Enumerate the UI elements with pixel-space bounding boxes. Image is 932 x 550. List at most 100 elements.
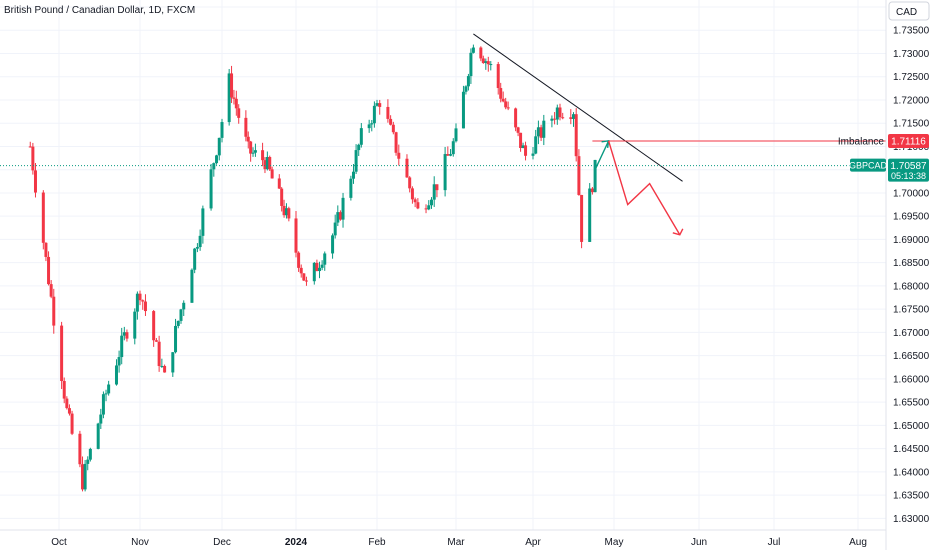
candle-body <box>501 98 505 102</box>
candle-body <box>171 352 175 373</box>
candle-body <box>354 150 358 172</box>
candle-body <box>263 160 267 170</box>
symbol-tag <box>850 158 886 172</box>
imbalance-price-value: 1.71116 <box>891 137 926 148</box>
x-tick-label: Mar <box>447 537 465 548</box>
candle-body <box>590 188 594 193</box>
candle-body <box>580 194 584 242</box>
candle-body <box>504 101 508 108</box>
candle-body <box>432 184 436 200</box>
candle-body <box>516 127 520 133</box>
candle-body <box>378 103 382 107</box>
x-tick-label: 2024 <box>285 537 308 548</box>
candle-body <box>230 73 234 98</box>
candle-body <box>141 300 145 302</box>
candle-body <box>471 47 475 53</box>
candle-body <box>234 98 238 109</box>
candle-body <box>506 107 510 109</box>
candle-body <box>561 117 565 119</box>
candle-body <box>370 123 374 125</box>
candle-body <box>349 178 353 198</box>
candle-body <box>416 202 420 209</box>
candle-body <box>253 150 257 153</box>
candle-body <box>413 199 417 203</box>
candle-body <box>287 208 291 219</box>
y-tick-label: 1.72500 <box>893 72 930 83</box>
candle-body <box>521 145 525 149</box>
candle-body <box>133 311 137 339</box>
grid <box>0 0 886 530</box>
candle-body <box>443 154 447 191</box>
candle-body <box>104 393 108 395</box>
x-tick-label: Jul <box>768 537 781 548</box>
y-tick-label: 1.66500 <box>893 351 930 362</box>
y-tick-label: 1.63000 <box>893 514 930 525</box>
candle-body <box>446 154 450 156</box>
candle-body <box>539 127 543 138</box>
y-tick-label: 1.67000 <box>893 328 930 339</box>
candle-body <box>451 141 455 155</box>
candle-body <box>201 208 205 236</box>
bar-countdown: 05:13:38 <box>891 171 926 181</box>
candle-body <box>318 267 322 272</box>
candle-body <box>120 335 124 358</box>
candle-body <box>70 413 74 434</box>
candle-body <box>176 320 180 326</box>
candle-body <box>125 332 129 339</box>
y-tick-label: 1.70000 <box>893 188 930 199</box>
candle-body <box>427 205 431 210</box>
candle-body <box>174 325 178 353</box>
candle-body <box>49 284 53 297</box>
candle-body <box>394 132 398 153</box>
candle-body <box>190 269 194 303</box>
candle-body <box>182 302 186 310</box>
candle-body <box>114 365 118 385</box>
y-tick-label: 1.72000 <box>893 95 930 106</box>
y-tick-label: 1.65500 <box>893 398 930 409</box>
candle-body <box>312 262 316 282</box>
candle-body <box>179 309 183 321</box>
candle-body <box>99 414 103 424</box>
candle-body <box>338 212 342 220</box>
candle-body <box>389 118 393 125</box>
candle-body <box>33 170 37 193</box>
candle-body <box>542 120 546 138</box>
candle-body <box>143 301 147 312</box>
y-tick-label: 1.73500 <box>893 26 930 37</box>
candle-body <box>62 380 66 399</box>
imbalance-label: Imbalance <box>838 137 885 148</box>
candle-body <box>351 171 355 179</box>
candle-body <box>514 108 518 128</box>
time-axis[interactable]: Oct Nov Dec 2024 Feb Mar Apr May Jun Jul Aug <box>51 537 867 548</box>
candle-body <box>284 208 288 216</box>
candle-body <box>246 136 250 142</box>
candle-body <box>534 136 538 154</box>
candles <box>28 44 597 492</box>
candle-body <box>86 459 90 464</box>
chart-title: British Pound / Canadian Dollar, 1D, FXC… <box>4 5 195 16</box>
candle-body <box>28 146 32 148</box>
candle-body <box>60 325 64 381</box>
candle-body <box>232 97 236 99</box>
candle-body <box>593 159 597 193</box>
candle-body <box>88 448 92 460</box>
candle-body <box>574 114 578 157</box>
y-tick-label: 1.64000 <box>893 467 930 478</box>
candle-body <box>375 103 379 106</box>
last-price-value: 1.70587 <box>890 161 927 172</box>
candle-body <box>524 145 528 156</box>
candle-body <box>117 357 121 366</box>
x-tick-label: Nov <box>131 537 149 548</box>
candle-body <box>461 91 465 129</box>
currency-button[interactable] <box>888 1 930 21</box>
candle-body <box>323 253 327 265</box>
overlays <box>0 33 886 236</box>
candle-body <box>553 118 557 120</box>
candle-body <box>67 408 71 414</box>
price-axis[interactable]: 1.740001.735001.730001.725001.720001.715… <box>893 2 930 524</box>
candle-body <box>41 192 45 243</box>
candle-body <box>405 158 409 178</box>
candle-body <box>449 154 453 156</box>
candle-body <box>198 235 202 248</box>
